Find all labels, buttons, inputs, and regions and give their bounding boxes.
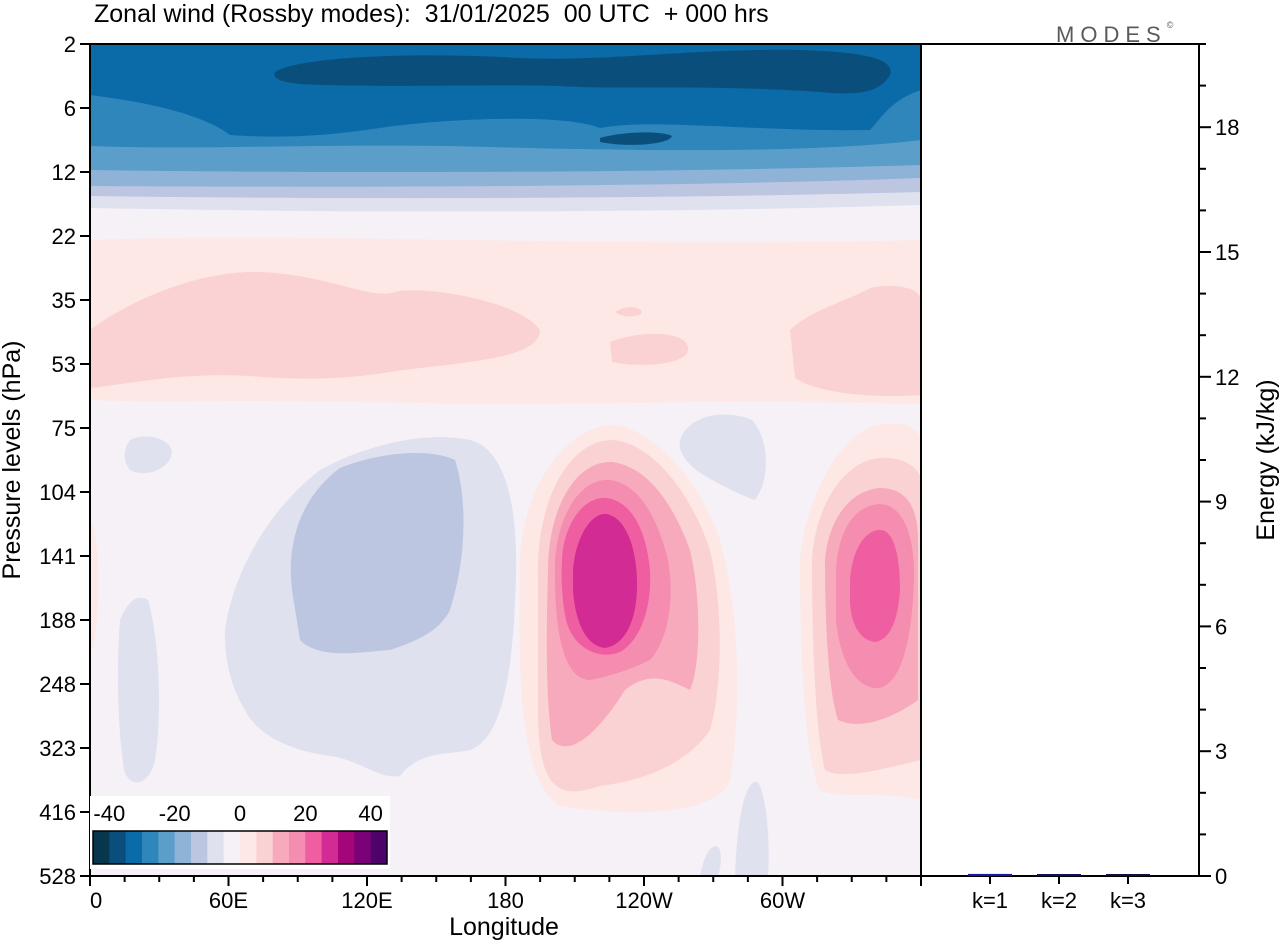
colorbar-label: -40 [93, 801, 125, 826]
x-tick-label: 120W [615, 888, 673, 913]
easterly-core-main [274, 49, 891, 94]
colorbar-label: -20 [159, 801, 191, 826]
colorbar-label: 40 [358, 801, 382, 826]
westerly-band-moderate-west [90, 271, 540, 388]
westerly-patch-mid [610, 333, 689, 365]
energy-tick-label: 0 [1215, 864, 1227, 889]
energy-tick-label: 6 [1215, 614, 1227, 639]
energy-bars: k=1 k=2 k=3 [968, 873, 1150, 913]
y-tick-label: 6 [64, 96, 76, 121]
easterly-patch-east [679, 414, 766, 500]
longitude-axis: 0 60E 120E 180 120W 60W [89, 876, 922, 913]
colorbar-swatch [370, 831, 388, 864]
colorbar-swatch [174, 831, 192, 864]
y-tick-label: 12 [52, 160, 76, 185]
x-tick-label: 60E [209, 888, 248, 913]
energy-tick-label: 3 [1215, 739, 1227, 764]
colorbar-swatch [321, 831, 339, 864]
energy-panel-frame [920, 43, 1200, 877]
easterly-region-core [290, 453, 464, 654]
y-axis-label: Pressure levels (hPa) [0, 341, 26, 580]
colorbar-swatch [158, 831, 176, 864]
colorbar-swatch [125, 831, 143, 864]
y-tick-label: 248 [39, 672, 76, 697]
y-tick-label: 416 [39, 800, 76, 825]
colorbar-swatch [354, 831, 372, 864]
colorbar-swatch [289, 831, 306, 864]
energy-category-label: k=1 [972, 888, 1008, 913]
colorbar-swatch [272, 831, 290, 864]
energy-tick-label: 12 [1215, 365, 1239, 390]
contour-field [90, 44, 921, 876]
y-tick-label: 104 [39, 480, 76, 505]
jet-west-level-6 [573, 513, 638, 648]
easterly-core-small [600, 132, 672, 145]
energy-category-label: k=2 [1041, 888, 1077, 913]
energy-bar-k1 [968, 873, 1012, 876]
jet-east-level-5 [850, 530, 900, 642]
easterly-column-west [117, 597, 160, 783]
colorbar-swatch [240, 831, 257, 864]
colorbar-swatch [109, 831, 127, 864]
x-tick-label: 120E [341, 888, 392, 913]
colorbar-swatch [207, 831, 225, 864]
modes-logo: MODES© [1056, 20, 1174, 47]
energy-bar-k2 [1037, 874, 1081, 876]
x-tick-label: 180 [487, 888, 524, 913]
logo-text: MODES [1056, 22, 1167, 47]
easterly-patch-west [124, 436, 172, 474]
energy-bar-k3 [1106, 874, 1150, 876]
y-tick-label: 2 [64, 32, 76, 57]
colorbar-swatch [256, 831, 274, 864]
colorbar: -40 -20 0 20 40 [90, 796, 390, 869]
energy-tick-label: 9 [1215, 490, 1227, 515]
y-tick-label: 323 [39, 736, 76, 761]
colorbar-swatch [305, 831, 323, 864]
colorbar-swatch [191, 831, 208, 864]
easterly-surface-b [735, 781, 769, 876]
y-tick-label: 528 [39, 864, 76, 889]
y-tick-label: 53 [52, 352, 76, 377]
energy-axis: 0 3 6 9 12 15 18 [1199, 43, 1239, 889]
colorbar-label: 0 [234, 801, 246, 826]
colorbar-label: 20 [293, 801, 317, 826]
energy-category-label: k=3 [1110, 888, 1146, 913]
y-tick-label: 141 [39, 544, 76, 569]
colorbar-swatch [142, 831, 159, 864]
colorbar-swatch [93, 831, 110, 864]
pressure-axis: 2 6 12 22 35 53 75 104 141 188 248 323 416 528 [39, 32, 90, 889]
energy-axis-label: Energy (kJ/kg) [1252, 379, 1280, 540]
energy-tick-label: 18 [1215, 115, 1239, 140]
energy-tick-label: 15 [1215, 240, 1239, 265]
x-tick-label: 0 [90, 888, 102, 913]
westerly-band-moderate-east [790, 285, 921, 397]
colorbar-swatch [338, 831, 355, 864]
easterly-surface-a [700, 846, 721, 876]
y-tick-label: 22 [52, 224, 76, 249]
colorbar-swatch [223, 831, 241, 864]
y-tick-label: 188 [39, 608, 76, 633]
jet-edge-west [90, 520, 99, 652]
colorbar-frame [92, 830, 388, 865]
chart-title: Zonal wind (Rossby modes): 31/01/2025 00… [94, 0, 769, 28]
y-tick-label: 35 [52, 288, 76, 313]
westerly-patch-small [615, 307, 642, 317]
x-axis-label: Longitude [449, 913, 559, 941]
y-tick-label: 75 [52, 416, 76, 441]
x-tick-label: 60W [760, 888, 805, 913]
